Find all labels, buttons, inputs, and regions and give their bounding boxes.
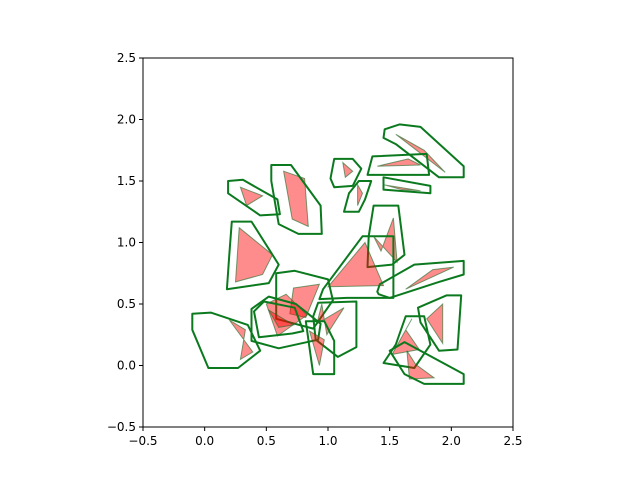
y-tick-label: −0.5 <box>107 420 136 434</box>
green-outline-8 <box>225 220 280 291</box>
shape-10 <box>318 235 395 301</box>
green-outline-19 <box>417 294 463 352</box>
red-polygon-16 <box>316 303 345 337</box>
shape-4 <box>329 157 363 189</box>
plot-area: −0.5 0.0 0.5 1.0 1.5 2.0 2.5 −0.5 0.0 0.5 1.0 1.5 2… <box>107 51 523 448</box>
green-outline-17 <box>304 320 336 376</box>
red-polygon-9 <box>373 217 398 264</box>
green-outline-15 <box>191 311 262 369</box>
y-tick-label: 2.5 <box>117 51 136 65</box>
green-outline-14 <box>253 300 305 339</box>
x-tick-label: 2.0 <box>442 434 461 448</box>
y-tick-label: 1.0 <box>117 236 136 250</box>
shape-15 <box>191 311 262 369</box>
x-tick-label: 0.5 <box>257 434 276 448</box>
red-polygon-7 <box>282 170 309 228</box>
axes-border <box>142 57 514 428</box>
shape-20 <box>388 341 465 385</box>
red-polygon-15 <box>228 319 254 361</box>
x-tick-label: 1.0 <box>318 434 337 448</box>
shape-12 <box>275 269 334 330</box>
red-polygon-4 <box>342 161 354 179</box>
y-tick-label: 0.5 <box>117 297 136 311</box>
red-polygon-17 <box>308 330 325 366</box>
green-outline-7 <box>270 164 323 235</box>
shape-14 <box>253 300 305 339</box>
red-polygon-19 <box>426 302 444 346</box>
green-outline-3 <box>382 176 432 195</box>
red-polygon-3 <box>383 184 421 192</box>
x-tick-label: 1.5 <box>380 434 399 448</box>
y-axis: −0.5 0.0 0.5 1.0 1.5 2.0 2.5 <box>107 51 143 434</box>
x-axis: −0.5 0.0 0.5 1.0 1.5 2.0 2.5 <box>128 427 523 448</box>
green-outline-20 <box>388 341 465 385</box>
axes-frame <box>143 58 513 427</box>
shape-3 <box>382 176 432 195</box>
red-polygon-6 <box>239 186 264 207</box>
shape-5 <box>343 180 373 213</box>
red-polygon-14 <box>267 308 295 328</box>
x-tick-label: −0.5 <box>128 434 157 448</box>
green-outline-12 <box>275 269 334 330</box>
red-polygon-8 <box>234 226 274 283</box>
shape-7 <box>270 164 323 235</box>
red-polygon-5 <box>357 182 364 206</box>
green-outline-4 <box>329 157 363 189</box>
y-tick-label: 1.5 <box>117 174 136 188</box>
green-outline-5 <box>343 180 373 213</box>
x-tick-label: 0.0 <box>195 434 214 448</box>
green-outline-1 <box>382 123 465 179</box>
shape-6 <box>227 178 281 217</box>
red-polygon-10 <box>326 241 385 288</box>
green-outline-16 <box>312 300 358 358</box>
green-outline-11 <box>376 259 465 299</box>
shape-11 <box>376 259 465 299</box>
shape-2 <box>366 152 431 176</box>
shape-19 <box>417 294 463 352</box>
y-tick-label: 0.0 <box>117 359 136 373</box>
green-outline-10 <box>318 235 395 301</box>
x-tick-label: 2.5 <box>503 434 522 448</box>
red-polygon-2 <box>377 158 421 167</box>
shape-16 <box>312 300 358 358</box>
green-outline-2 <box>366 152 431 176</box>
red-polygon-20 <box>406 350 436 380</box>
shapes-layer <box>191 123 465 385</box>
green-outline-6 <box>227 178 281 217</box>
shape-9 <box>366 204 406 269</box>
green-outline-9 <box>366 204 406 269</box>
y-tick-label: 2.0 <box>117 113 136 127</box>
shape-8 <box>225 220 280 291</box>
green-outline-18 <box>382 315 432 369</box>
red-polygon-11 <box>405 266 455 290</box>
red-polygon-12 <box>289 283 321 319</box>
shape-17 <box>304 320 336 376</box>
